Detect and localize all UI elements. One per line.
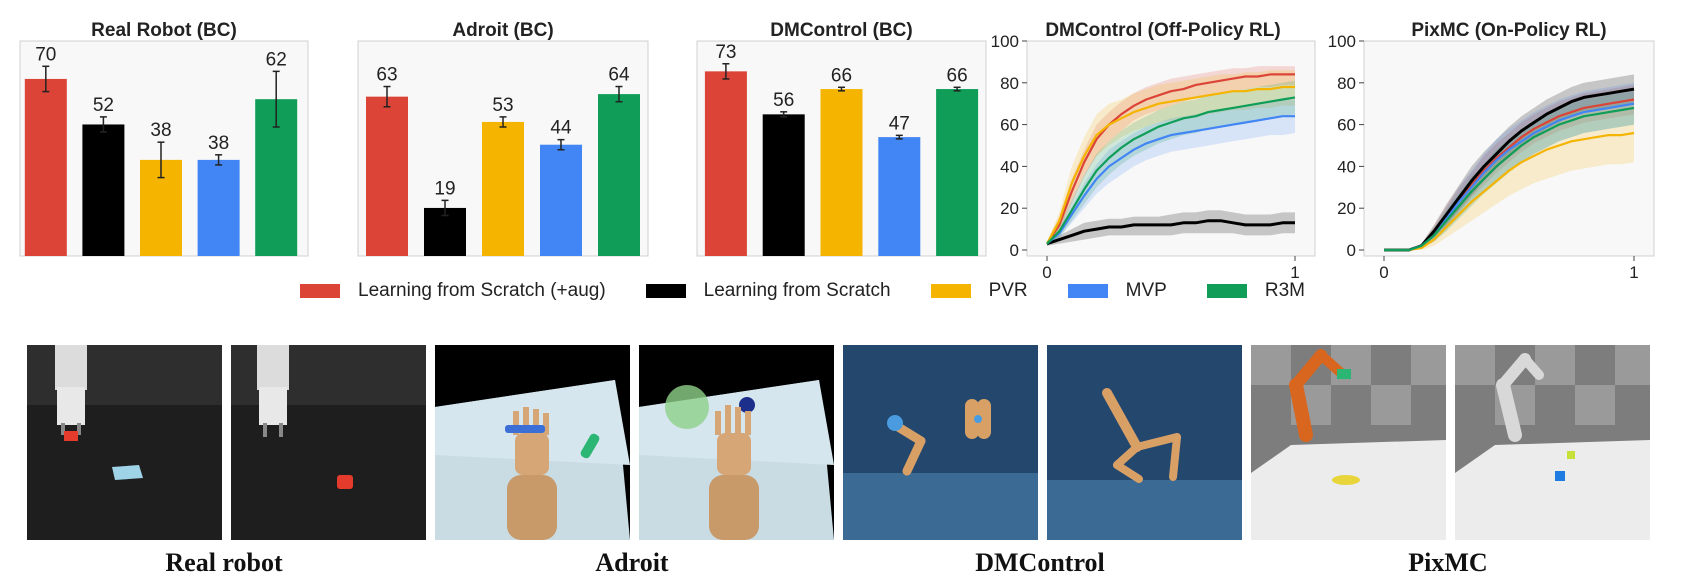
y-tick-label: 20 (1337, 199, 1356, 218)
confidence-band (1384, 82, 1634, 250)
bar (24, 78, 67, 256)
bar (704, 71, 747, 257)
bar-value-label: 47 (889, 113, 910, 134)
y-tick-label: 60 (1000, 116, 1019, 135)
caption-real-robot: Real robot (165, 548, 283, 577)
bar-value-label: 56 (773, 90, 794, 111)
legend-label: Learning from Scratch (+aug) (358, 280, 606, 301)
chart-title: DMControl (BC) (770, 20, 912, 41)
legend-swatch (930, 284, 971, 298)
legend-item: MVP (1067, 280, 1167, 302)
series-line (1384, 131, 1635, 252)
adroit-image (435, 345, 630, 540)
bar-value-label: 70 (35, 44, 56, 65)
confidence-band (1047, 99, 1295, 246)
dmcontrol-image (843, 345, 1038, 540)
bar-value-label: 38 (150, 120, 171, 141)
legend-swatch (645, 284, 686, 298)
bar-value-label: 73 (715, 42, 736, 63)
plot-area (1026, 40, 1316, 257)
bar (366, 96, 408, 256)
confidence-band (1047, 210, 1295, 246)
bar-value-label: 66 (947, 65, 968, 86)
series-line (1046, 73, 1295, 245)
chart-title: PixMC (On-Policy RL) (1411, 20, 1606, 41)
legend-label: Learning from Scratch (703, 280, 891, 301)
y-tick-label: 100 (1328, 32, 1356, 51)
bar-value-label: 66 (831, 65, 852, 86)
confidence-band (1384, 74, 1634, 251)
bar (936, 89, 979, 256)
y-tick-label: 0 (1347, 241, 1356, 260)
bar (820, 89, 863, 256)
bar (878, 137, 921, 256)
bar-value-label: 63 (376, 65, 397, 86)
charts-canvas: Real Robot (BC) 70 52 38 38 62 Adroit (BC) 63 19… (19, 20, 1655, 282)
caption-dmcontrol: DMControl (975, 548, 1105, 577)
y-tick-label: 40 (1000, 157, 1019, 176)
series-line (1046, 96, 1296, 245)
bar-value-label: 62 (266, 49, 287, 70)
bar (482, 121, 524, 256)
y-tick-label: 80 (1000, 74, 1019, 93)
legend-label: PVR (988, 280, 1028, 301)
bar (762, 114, 805, 257)
legend-label: MVP (1125, 280, 1167, 301)
caption-pixmc: PixMC (1408, 548, 1488, 577)
dmcontrol-image (1047, 345, 1242, 540)
caption-adroit: Adroit (595, 548, 669, 577)
bar (197, 159, 240, 256)
bar-value-label: 44 (550, 118, 572, 139)
series-line (1046, 85, 1295, 245)
bar-value-label: 19 (434, 178, 455, 199)
confidence-band (1047, 80, 1295, 246)
legend-item: PVR (930, 280, 1028, 302)
x-tick-label: 1 (1629, 263, 1638, 282)
y-tick-label: 40 (1337, 157, 1356, 176)
legend-swatch (1206, 284, 1247, 298)
confidence-band (1047, 70, 1295, 246)
bar-value-label: 64 (608, 65, 630, 86)
chart-title: DMControl (Off-Policy RL) (1045, 20, 1280, 41)
adroit-image (639, 345, 834, 540)
bar (540, 144, 582, 256)
real-robot-image (27, 345, 222, 540)
y-tick-label: 60 (1337, 116, 1356, 135)
chart-title: Adroit (BC) (452, 20, 553, 41)
chart-title: Real Robot (BC) (91, 20, 237, 41)
series-line (1046, 219, 1295, 246)
bar (82, 124, 125, 257)
real-robot-image (231, 345, 426, 540)
series-line (1046, 115, 1295, 245)
y-tick-label: 20 (1000, 199, 1019, 218)
y-tick-label: 80 (1337, 74, 1356, 93)
pixmc-image (1251, 345, 1446, 540)
x-tick-label: 0 (1379, 263, 1388, 282)
confidence-band (1384, 84, 1634, 251)
x-tick-label: 1 (1290, 263, 1299, 282)
legend: Learning from Scratch (+aug) Learning fr… (300, 276, 1345, 306)
bar-value-label: 38 (208, 133, 229, 154)
legend-label: R3M (1264, 280, 1305, 301)
legend-item: Learning from Scratch (645, 280, 891, 302)
bar-value-label: 53 (492, 95, 513, 116)
bar (598, 94, 640, 256)
x-tick-label: 0 (1042, 263, 1051, 282)
pixmc-image (1455, 345, 1650, 540)
legend-swatch (300, 284, 340, 298)
bar-value-label: 52 (93, 95, 114, 116)
y-tick-label: 100 (991, 32, 1019, 51)
series-line (1384, 106, 1635, 252)
legend-swatch (1067, 284, 1108, 298)
legend-item: R3M (1206, 280, 1305, 302)
legend-item: Learning from Scratch (+aug) (300, 280, 606, 302)
y-tick-label: 0 (1010, 241, 1019, 260)
